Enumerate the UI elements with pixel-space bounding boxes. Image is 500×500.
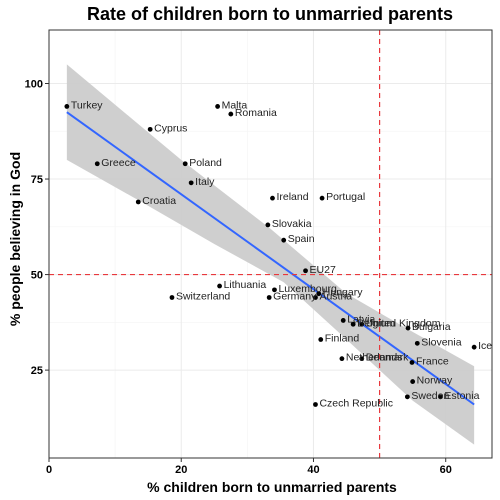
data-label: Greece bbox=[101, 157, 136, 169]
data-point bbox=[189, 180, 194, 185]
x-tick-label: 60 bbox=[440, 464, 452, 476]
x-axis-title: % children born to unmarried parents bbox=[147, 479, 397, 495]
y-tick-label: 100 bbox=[25, 79, 43, 91]
data-point bbox=[341, 318, 346, 323]
y-axis-title: % people believing in God bbox=[7, 152, 23, 326]
data-label: Finland bbox=[325, 333, 360, 345]
data-label: France bbox=[416, 355, 449, 367]
data-point bbox=[415, 341, 420, 346]
data-point bbox=[318, 337, 323, 342]
data-point bbox=[148, 127, 153, 132]
x-tick-label: 40 bbox=[307, 464, 319, 476]
x-axis-ticks: 0 20 40 60 bbox=[46, 458, 452, 476]
x-tick-label: 20 bbox=[175, 464, 187, 476]
data-point bbox=[340, 356, 345, 361]
data-label: Estonia bbox=[444, 390, 479, 402]
y-axis-ticks: 25 50 75 100 bbox=[25, 79, 49, 378]
data-point bbox=[228, 112, 233, 117]
data-label: Czech Republic bbox=[319, 398, 393, 410]
chart-title: Rate of children born to unmarried paren… bbox=[87, 4, 453, 24]
data-label: Cyprus bbox=[154, 122, 187, 134]
data-label: Turkey bbox=[71, 99, 103, 111]
y-tick-label: 50 bbox=[31, 270, 43, 282]
data-label: Bulgaria bbox=[412, 321, 451, 333]
data-point bbox=[215, 104, 220, 109]
data-point bbox=[303, 268, 308, 273]
y-tick-label: 75 bbox=[31, 174, 43, 186]
data-point bbox=[270, 196, 275, 201]
data-point bbox=[217, 284, 222, 289]
data-point bbox=[405, 394, 410, 399]
data-point bbox=[136, 200, 141, 205]
data-label: Norway bbox=[417, 375, 453, 387]
data-label: Lithuania bbox=[224, 279, 267, 291]
data-label: Italy bbox=[195, 176, 215, 188]
data-label: Slovakia bbox=[272, 218, 312, 230]
data-point bbox=[410, 379, 415, 384]
data-label: Portugal bbox=[326, 191, 365, 203]
y-tick-label: 25 bbox=[31, 365, 43, 377]
x-tick-label: 0 bbox=[46, 464, 52, 476]
data-label: Poland bbox=[189, 157, 222, 169]
data-label: Switzerland bbox=[176, 291, 230, 303]
data-label: Iceland bbox=[478, 340, 500, 352]
data-point bbox=[64, 104, 69, 109]
data-label: Croatia bbox=[142, 195, 176, 207]
data-label: Austria bbox=[319, 291, 352, 303]
data-label: Belgium bbox=[357, 317, 395, 329]
data-point bbox=[320, 196, 325, 201]
data-point bbox=[281, 238, 286, 243]
data-point bbox=[95, 161, 100, 166]
data-point bbox=[267, 295, 272, 300]
data-point bbox=[265, 222, 270, 227]
data-point bbox=[170, 295, 175, 300]
data-label: Ireland bbox=[276, 191, 308, 203]
data-label: Slovenia bbox=[421, 336, 461, 348]
data-label: Denmark bbox=[366, 352, 409, 364]
data-label: Romania bbox=[235, 107, 277, 119]
data-point bbox=[410, 360, 415, 365]
data-label: EU27 bbox=[310, 264, 336, 276]
data-point bbox=[183, 161, 188, 166]
data-point bbox=[313, 402, 318, 407]
data-label: Germany bbox=[273, 291, 317, 303]
data-label: Spain bbox=[288, 233, 315, 245]
data-point bbox=[472, 345, 477, 350]
